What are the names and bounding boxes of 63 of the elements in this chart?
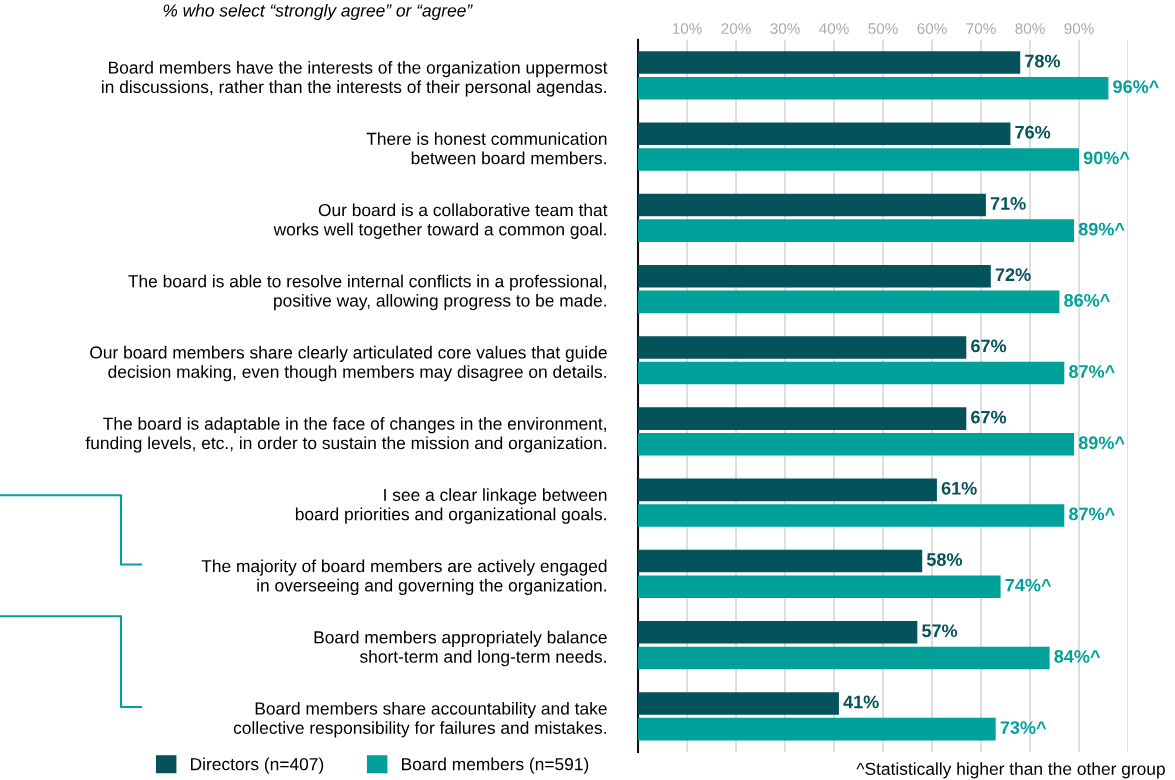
- bar: [638, 290, 1060, 314]
- bar: [638, 575, 1001, 598]
- data-label: 72%: [995, 268, 1031, 282]
- bar: [638, 148, 1079, 171]
- bar: [638, 717, 996, 741]
- y-tick-label: There is honest communication between board members.: [366, 132, 607, 165]
- bar: [638, 336, 967, 359]
- bar: [638, 264, 991, 288]
- bar: [638, 361, 1065, 385]
- x-tick-label: 20%: [721, 23, 751, 34]
- x-tick-label: 90%: [1064, 23, 1094, 34]
- data-label: 67%: [971, 339, 1007, 353]
- y-tick-label: Board members share accountability and take collective responsibility for failures and mistakes.: [233, 701, 607, 738]
- legend-label: Board members (n=591): [402, 757, 589, 774]
- data-label: 87%^: [1069, 365, 1115, 378]
- y-tick-label: Board members appropriately balance short-term and long-term needs.: [314, 630, 607, 667]
- data-label: 74%^: [1005, 578, 1052, 592]
- data-label: 58%: [926, 553, 963, 566]
- y-tick-label: Our board members share clearly articulated core values that guide decision making, even though members may disagree on details.: [90, 345, 607, 382]
- bar: [638, 76, 1109, 100]
- y-tick-label: The board is able to resolve internal conflicts in a professional, positive way, allowing progress to be made.: [128, 274, 606, 311]
- data-label: 71%: [990, 197, 1026, 210]
- x-tick-label: 10%: [672, 23, 702, 34]
- data-label: 57%: [922, 624, 958, 638]
- bar: [638, 407, 967, 430]
- bar: [638, 692, 839, 715]
- x-tick-label: 50%: [868, 23, 898, 34]
- bar: [638, 549, 923, 573]
- y-tick-label: The majority of board members are actively engaged in overseeing and governing the organization.: [201, 559, 607, 596]
- data-label: 61%: [941, 481, 977, 495]
- y-tick-label: I see a clear linkage between board priorities and organizational goals.: [295, 488, 607, 524]
- data-label: 89%^: [1078, 436, 1125, 450]
- x-tick-label: 30%: [770, 23, 800, 34]
- bar: [638, 478, 937, 502]
- bar: [638, 433, 1075, 456]
- data-label: 87%^: [1069, 507, 1115, 521]
- y-tick-label: Board members have the interests of the organization uppermost in discussions, rather than the interests of their personal agendas.: [102, 61, 608, 97]
- bar: [638, 193, 986, 217]
- bar: [638, 504, 1065, 527]
- x-tick-label: 60%: [917, 23, 947, 34]
- y-tick-label: The board is adaptable in the face of changes in the environment, funding levels, etc., in order to sustain the mission and organization.: [85, 417, 606, 453]
- x-tick-label: 80%: [1015, 23, 1045, 34]
- bar: [638, 219, 1075, 242]
- data-label: 76%: [1015, 125, 1051, 139]
- bar: [638, 621, 918, 644]
- text: % who select “strongly agree” or “agree”: [163, 3, 473, 21]
- bar: [638, 646, 1050, 670]
- x-tick-label: 40%: [819, 23, 849, 34]
- data-label: 41%: [843, 695, 879, 709]
- data-label: 84%^: [1054, 649, 1101, 663]
- data-label: 90%^: [1083, 151, 1130, 165]
- bar: [638, 51, 1021, 74]
- data-label: 96%^: [1113, 80, 1159, 94]
- x-tick-label: 70%: [966, 23, 996, 34]
- y-tick-label: Our board is a collaborative team that works well together toward a common goal.: [273, 203, 608, 239]
- data-label: 86%^: [1064, 293, 1110, 307]
- text: ^Statistically higher than the other group: [856, 762, 1165, 779]
- bar: [638, 122, 1011, 146]
- data-label: 89%^: [1078, 222, 1125, 236]
- data-label: 78%: [1025, 54, 1061, 68]
- legend-label: Directors (n=407): [191, 757, 324, 774]
- data-label: 67%: [971, 410, 1007, 424]
- data-label: 73%^: [1000, 721, 1047, 734]
